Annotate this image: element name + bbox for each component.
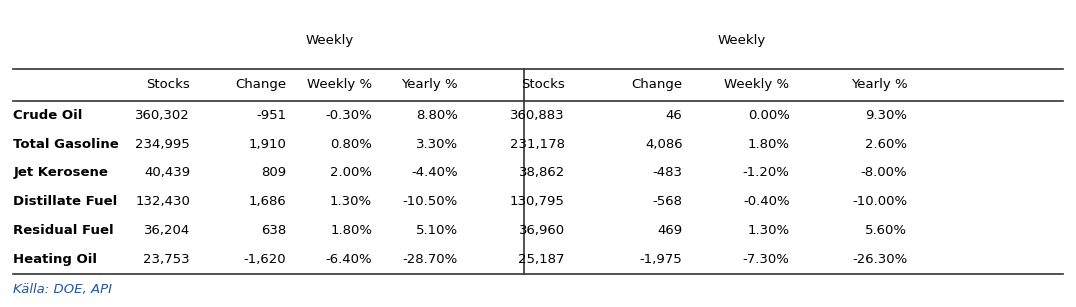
Text: 360,302: 360,302 [136, 109, 190, 122]
Text: -1.20%: -1.20% [742, 166, 790, 180]
Text: -6.40%: -6.40% [325, 253, 372, 266]
Text: 130,795: 130,795 [510, 195, 565, 208]
Text: 1,686: 1,686 [249, 195, 286, 208]
Text: -10.00%: -10.00% [852, 195, 907, 208]
Text: 231,178: 231,178 [510, 138, 565, 150]
Text: 1.80%: 1.80% [330, 224, 372, 237]
Text: 638: 638 [261, 224, 286, 237]
Text: 360,883: 360,883 [510, 109, 565, 122]
Text: 3.30%: 3.30% [415, 138, 457, 150]
Text: 2.00%: 2.00% [330, 166, 372, 180]
Text: Yearly %: Yearly % [401, 78, 457, 91]
Text: 809: 809 [261, 166, 286, 180]
Text: Heating Oil: Heating Oil [14, 253, 98, 266]
Text: -1,975: -1,975 [640, 253, 682, 266]
Text: 40,439: 40,439 [144, 166, 190, 180]
Text: 0.80%: 0.80% [330, 138, 372, 150]
Text: Crude Oil: Crude Oil [14, 109, 83, 122]
Text: 0.00%: 0.00% [748, 109, 790, 122]
Text: -10.50%: -10.50% [402, 195, 457, 208]
Text: -28.70%: -28.70% [402, 253, 457, 266]
Text: Change: Change [236, 78, 286, 91]
Text: 46: 46 [666, 109, 682, 122]
Text: 9.30%: 9.30% [865, 109, 907, 122]
Text: 38,862: 38,862 [519, 166, 565, 180]
Text: Weekly %: Weekly % [724, 78, 790, 91]
Text: Distillate Fuel: Distillate Fuel [14, 195, 117, 208]
Text: Källa: DOE, API: Källa: DOE, API [14, 283, 113, 296]
Text: -0.30%: -0.30% [325, 109, 372, 122]
Text: Total Gasoline: Total Gasoline [14, 138, 119, 150]
Text: -26.30%: -26.30% [852, 253, 907, 266]
Text: -1,620: -1,620 [244, 253, 286, 266]
Text: -951: -951 [256, 109, 286, 122]
Text: -7.30%: -7.30% [742, 253, 790, 266]
Text: Change: Change [632, 78, 682, 91]
Text: Jet Kerosene: Jet Kerosene [14, 166, 109, 180]
Text: 5.60%: 5.60% [865, 224, 907, 237]
Text: -568: -568 [652, 195, 682, 208]
Text: -483: -483 [652, 166, 682, 180]
Text: 5.10%: 5.10% [415, 224, 457, 237]
Text: 1.80%: 1.80% [748, 138, 790, 150]
Text: 1,910: 1,910 [249, 138, 286, 150]
Text: -0.40%: -0.40% [742, 195, 790, 208]
Text: Weekly: Weekly [306, 34, 353, 47]
Text: Weekly: Weekly [718, 34, 765, 47]
Text: 1.30%: 1.30% [748, 224, 790, 237]
Text: 1.30%: 1.30% [330, 195, 372, 208]
Text: -8.00%: -8.00% [861, 166, 907, 180]
Text: 469: 469 [657, 224, 682, 237]
Text: -4.40%: -4.40% [411, 166, 457, 180]
Text: 4,086: 4,086 [645, 138, 682, 150]
Text: Yearly %: Yearly % [851, 78, 907, 91]
Text: 36,204: 36,204 [144, 224, 190, 237]
Text: Stocks: Stocks [146, 78, 190, 91]
Text: 25,187: 25,187 [519, 253, 565, 266]
Text: 23,753: 23,753 [143, 253, 190, 266]
Text: 8.80%: 8.80% [415, 109, 457, 122]
Text: 234,995: 234,995 [136, 138, 190, 150]
Text: 132,430: 132,430 [136, 195, 190, 208]
Text: Residual Fuel: Residual Fuel [14, 224, 114, 237]
Text: 36,960: 36,960 [519, 224, 565, 237]
Text: Weekly %: Weekly % [307, 78, 372, 91]
Text: 2.60%: 2.60% [865, 138, 907, 150]
Text: Stocks: Stocks [521, 78, 565, 91]
